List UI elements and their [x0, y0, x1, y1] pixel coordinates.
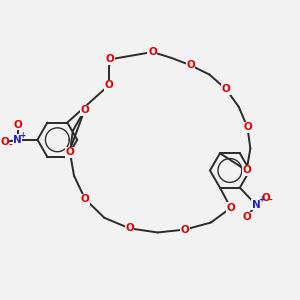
Text: O: O	[148, 47, 157, 57]
Text: O: O	[65, 147, 74, 157]
Text: O: O	[186, 60, 195, 70]
Text: O: O	[106, 54, 114, 64]
Text: O: O	[80, 105, 89, 115]
Text: N: N	[13, 135, 22, 145]
Text: O: O	[243, 212, 251, 222]
Text: O: O	[222, 84, 230, 94]
Text: O: O	[0, 137, 9, 147]
Text: O: O	[13, 120, 22, 130]
Text: O: O	[81, 194, 89, 204]
Text: O: O	[125, 224, 134, 233]
Text: O: O	[226, 203, 235, 213]
Text: -: -	[8, 140, 12, 149]
Text: O: O	[105, 80, 113, 90]
Text: +: +	[258, 196, 264, 205]
Text: N: N	[251, 200, 260, 210]
Text: O: O	[243, 122, 252, 132]
Text: O: O	[242, 166, 251, 176]
Text: O: O	[261, 193, 270, 203]
Text: O: O	[181, 224, 190, 235]
Text: -: -	[269, 196, 273, 206]
Text: +: +	[20, 130, 26, 140]
